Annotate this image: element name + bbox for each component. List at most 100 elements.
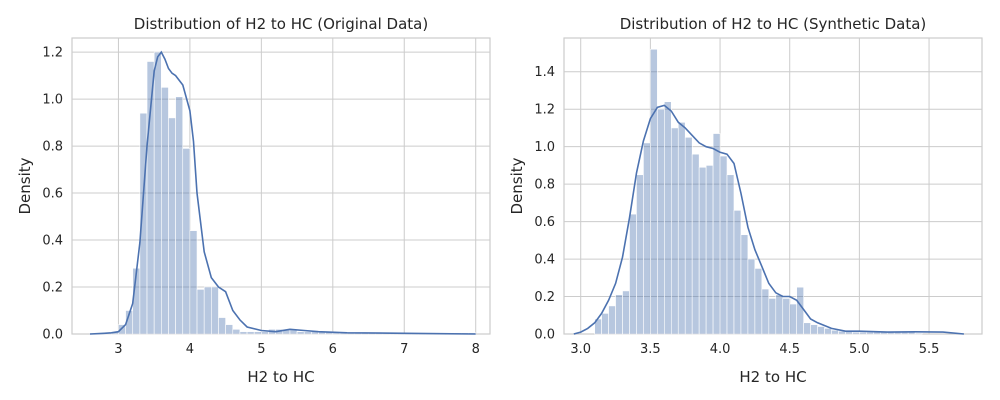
y-tick-label: 0.6	[534, 215, 555, 230]
histogram-bar	[253, 331, 262, 335]
histogram-bar	[225, 324, 234, 335]
histogram-bar	[622, 290, 630, 335]
y-axis-label: Density	[16, 157, 34, 214]
x-tick-label: 7	[400, 342, 408, 357]
chart-title: Distribution of H2 to HC (Synthetic Data…	[620, 15, 927, 33]
histogram-bar	[712, 133, 721, 335]
histogram-bar	[747, 258, 756, 335]
x-axis-label: H2 to HC	[739, 368, 806, 386]
histogram-bar	[740, 234, 749, 335]
histogram-bar	[719, 155, 728, 335]
histogram-bar	[670, 127, 679, 335]
histogram-bar	[733, 210, 742, 335]
histogram-bar	[859, 331, 867, 335]
x-tick-label: 4.5	[779, 342, 800, 357]
histogram-bar	[775, 294, 784, 335]
y-tick-label: 1.0	[534, 140, 555, 155]
histogram-bar	[684, 136, 693, 335]
histogram-bar	[698, 166, 707, 335]
histogram-bar	[754, 268, 763, 335]
x-tick-label: 4.0	[710, 342, 731, 357]
histogram-bar	[782, 298, 791, 335]
histogram-bar	[657, 108, 665, 335]
y-tick-label: 0.2	[42, 281, 63, 296]
histogram-bar	[153, 51, 162, 335]
histogram-bar	[211, 286, 219, 335]
y-tick-label: 0.4	[534, 253, 555, 268]
x-tick-label: 5	[257, 342, 265, 357]
y-tick-label: 1.0	[42, 93, 63, 108]
y-tick-label: 1.2	[42, 46, 63, 61]
kde-curve	[89, 50, 476, 335]
histogram-bar	[852, 331, 860, 335]
histogram-bar	[691, 153, 700, 335]
chart-title: Distribution of H2 to HC (Original Data)	[134, 15, 428, 33]
x-tick-label: 3.0	[570, 342, 591, 357]
y-tick-label: 0.8	[534, 178, 555, 193]
y-tick-label: 1.2	[534, 103, 555, 118]
histogram-bars	[89, 51, 477, 335]
x-tick-label: 4	[186, 342, 194, 357]
x-tick-labels: 3 4 5 6 7 8	[114, 342, 480, 357]
histogram-bar	[768, 298, 777, 335]
histogram-bar	[232, 329, 241, 335]
histogram-bar	[810, 324, 818, 335]
histogram-bar	[189, 230, 198, 335]
kde-curve	[573, 104, 964, 335]
x-tick-labels: 3.0 3.5 4.0 4.5 5.0 5.5	[570, 342, 939, 357]
histogram-bar	[296, 331, 305, 335]
histogram-bar	[789, 303, 797, 335]
y-tick-label: 0.2	[534, 290, 555, 305]
histogram-bar	[615, 294, 623, 335]
x-axis-label: H2 to HC	[247, 368, 314, 386]
histogram-bar	[643, 142, 651, 335]
y-tick-label: 0.0	[42, 328, 63, 343]
histogram-bar	[761, 288, 770, 335]
histogram-bar	[218, 317, 226, 335]
histogram-bar	[914, 332, 923, 335]
x-tick-label: 3	[114, 342, 122, 357]
histogram-bar	[203, 286, 212, 335]
y-tick-label: 0.4	[42, 234, 63, 249]
histogram-bar	[608, 305, 616, 335]
histogram-bar	[303, 331, 312, 335]
x-tick-label: 5.0	[849, 342, 870, 357]
x-tick-label: 3.5	[640, 342, 661, 357]
histogram-bar	[636, 174, 644, 335]
histogram-bars	[594, 48, 923, 335]
histogram-bar	[161, 87, 169, 335]
histogram-bar	[803, 322, 811, 335]
x-tick-label: 5.5	[919, 342, 940, 357]
original-data-panel: Distribution of H2 to HC (Original Data)…	[16, 15, 491, 386]
y-tick-labels: 0.0 0.2 0.4 0.6 0.8 1.0 1.2	[42, 46, 63, 343]
histogram-bar	[817, 326, 825, 335]
histogram-bar	[175, 96, 184, 335]
histogram-bar	[168, 117, 176, 335]
histogram-bar	[705, 165, 714, 335]
plot-area	[71, 37, 491, 335]
histogram-bar	[824, 328, 832, 335]
y-tick-labels: 0.0 0.2 0.4 0.6 0.8 1.0 1.2 1.4	[534, 65, 555, 342]
histogram-bar	[246, 331, 255, 335]
histogram-bar	[182, 148, 191, 335]
histogram-bar	[726, 174, 735, 335]
histogram-bar	[650, 48, 658, 335]
x-tick-label: 8	[472, 342, 480, 357]
y-tick-label: 0.0	[534, 328, 555, 343]
y-tick-label: 0.8	[42, 140, 63, 155]
histogram-bar	[629, 213, 637, 335]
histogram-bar	[601, 313, 609, 335]
y-axis-label: Density	[508, 157, 526, 214]
histogram-bar	[261, 331, 269, 335]
y-tick-label: 1.4	[534, 65, 555, 80]
histogram-bar	[664, 101, 672, 335]
histogram-bar	[796, 286, 804, 335]
x-tick-label: 6	[329, 342, 337, 357]
histogram-bar	[677, 122, 686, 335]
histogram-bar	[239, 331, 248, 335]
histogram-bar	[196, 289, 205, 335]
histogram-bar	[831, 329, 839, 335]
y-tick-label: 0.6	[42, 187, 63, 202]
synthetic-data-panel: Distribution of H2 to HC (Synthetic Data…	[508, 15, 983, 386]
